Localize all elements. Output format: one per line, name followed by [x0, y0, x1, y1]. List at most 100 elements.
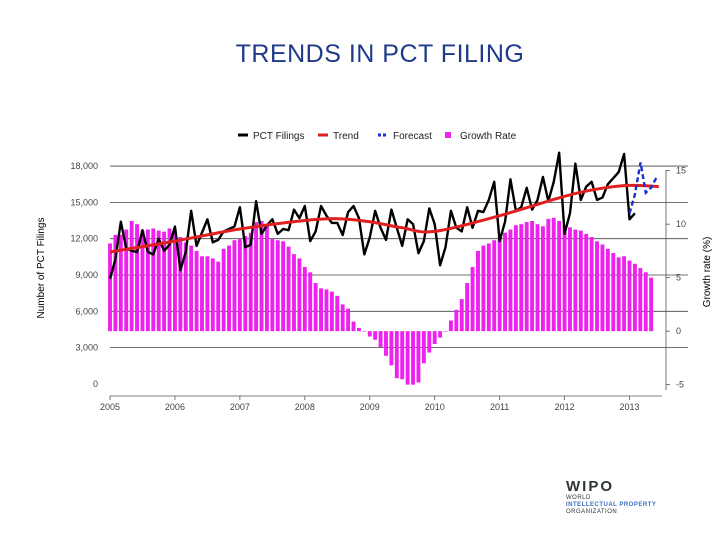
growth-rate-bar [535, 224, 540, 332]
growth-rate-bar [427, 331, 432, 353]
growth-rate-bar [194, 250, 199, 332]
y2-tick-label: -5 [676, 380, 684, 390]
growth-rate-bar [351, 321, 356, 332]
y2-tick-label: 0 [676, 326, 681, 336]
legend: PCT Filings Trend Forecast Growth Rate [238, 131, 517, 142]
growth-rate-bar [210, 258, 215, 332]
legend-label: Forecast [393, 131, 432, 142]
growth-rate-bar [600, 244, 605, 332]
growth-rate-bar [649, 277, 654, 332]
growth-rate-bar [524, 222, 529, 332]
x-tick-label: 2013 [620, 402, 640, 412]
growth-rate-bar [481, 245, 486, 332]
growth-rate-bar [497, 237, 502, 332]
y-tick-label: 18,000 [70, 161, 98, 171]
growth-rate-bar [145, 229, 150, 332]
growth-rate-bar [200, 256, 204, 332]
growth-rate-bar [205, 256, 210, 332]
x-tick-label: 2007 [230, 402, 250, 412]
growth-rate-bar [308, 272, 313, 332]
growth-rate-bar [313, 283, 318, 332]
growth-rate-bar [573, 229, 578, 332]
growth-rate-bar [281, 241, 286, 332]
growth-rate-bar [113, 234, 118, 332]
growth-rate-bar [400, 331, 405, 380]
growth-rate-bar [394, 331, 399, 379]
logo-line-2: INTELLECTUAL PROPERTY [566, 502, 657, 508]
growth-rate-bar [503, 232, 507, 332]
growth-rate-bar [551, 217, 556, 332]
x-tick-label: 2009 [360, 402, 380, 412]
growth-rate-bar [335, 295, 340, 332]
growth-rate-bar [270, 239, 275, 332]
growth-rate-bar [140, 230, 145, 332]
growth-rate-bar [221, 248, 226, 332]
growth-rate-bar [243, 235, 248, 332]
growth-rate-bar [324, 289, 329, 332]
growth-rate-bar [432, 331, 437, 344]
growth-rate-bar [622, 256, 627, 332]
growth-rate-bar [492, 240, 497, 332]
growth-rate-bar [405, 331, 410, 385]
growth-rate-bar [627, 260, 632, 332]
growth-rate-bar [448, 320, 453, 332]
growth-rate-bar [373, 331, 378, 340]
x-tick-label: 2005 [100, 402, 120, 412]
growth-rate-bar [302, 266, 307, 332]
growth-rate-bar [465, 283, 470, 332]
y-tick-label: 9,000 [75, 270, 98, 280]
growth-rate-bar [124, 229, 129, 332]
growth-rate-bar [264, 226, 269, 332]
growth-rate-bar [546, 218, 551, 332]
growth-rate-bar [118, 234, 123, 332]
x-tick-label: 2008 [295, 402, 315, 412]
legend-label: PCT Filings [253, 131, 305, 142]
growth-rate-bar [578, 230, 583, 332]
growth-rate-bar [259, 220, 264, 332]
x-tick-label: 2006 [165, 402, 185, 412]
growth-rate-bar [611, 253, 616, 332]
growth-rate-bar [411, 331, 415, 385]
growth-rate-bar [319, 288, 323, 332]
logo-line-1: WORLD [566, 495, 591, 501]
trend-line [109, 183, 659, 254]
growth-rate-bar [189, 245, 194, 332]
growth-rate-bar [562, 225, 567, 332]
growth-rate-bar [167, 228, 172, 332]
growth-rate-bar [232, 240, 237, 332]
pct-filings-line [108, 151, 636, 279]
growth-rate-bar [183, 242, 188, 332]
logo-wordmark: WIPO [566, 478, 614, 495]
growth-rate-bar [135, 224, 140, 332]
y-tick-label: 6,000 [75, 306, 98, 316]
growth-rate-bar [362, 331, 367, 332]
growth-rate-bar [367, 331, 372, 337]
growth-rate-bar [162, 231, 167, 332]
growth-rate-bar [340, 304, 345, 332]
y-tick-label: 3,000 [75, 343, 98, 353]
legend-label: Growth Rate [460, 131, 517, 142]
growth-rate-bar [476, 250, 480, 332]
y-tick-label: 15,000 [70, 197, 98, 207]
y2-tick-label: 5 [676, 273, 681, 283]
growth-rate-bar [227, 245, 232, 332]
growth-rate-bar [172, 230, 177, 332]
growth-rate-bar [129, 220, 134, 332]
growth-rate-bar [421, 331, 426, 364]
growth-rate-bar [297, 258, 302, 332]
growth-rate-bar [237, 239, 242, 332]
growth-rate-bar [508, 229, 513, 332]
growth-rate-bar [616, 257, 621, 332]
growth-rate-bar [275, 240, 280, 332]
pct-filing-chart: PCT Filings Trend Forecast Growth Rate 0 3,0… [36, 131, 713, 412]
x-tick-label: 2010 [425, 402, 445, 412]
x-tick-label: 2012 [555, 402, 575, 412]
growth-rate-bar [248, 232, 253, 332]
growth-rate-bar [589, 237, 594, 332]
growth-rate-bar [178, 237, 183, 332]
growth-rate-bar [454, 309, 459, 332]
growth-rate-bar [605, 248, 610, 332]
y-tick-label: 0 [93, 379, 98, 389]
growth-rate-bar [568, 227, 572, 332]
growth-rate-bar [108, 243, 112, 332]
